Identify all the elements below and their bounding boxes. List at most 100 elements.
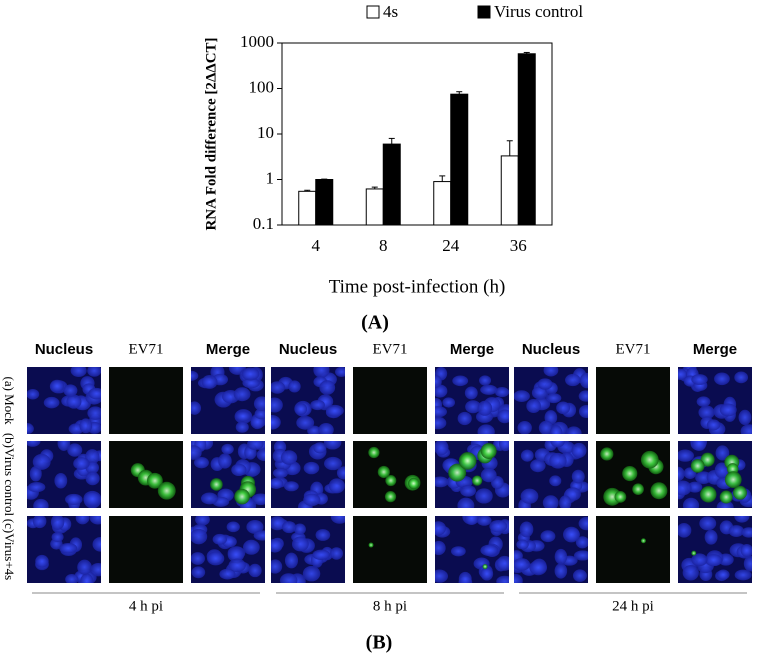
nucleus [554, 563, 568, 579]
infected-cell [385, 475, 397, 487]
nucleus [464, 386, 478, 400]
nucleus [579, 372, 588, 389]
micrograph [514, 441, 588, 508]
nucleus [272, 468, 289, 479]
nucleus [734, 371, 749, 384]
nucleus [435, 521, 446, 536]
micrograph [353, 441, 427, 508]
infected-cell [622, 465, 638, 482]
nucleus [191, 528, 208, 545]
nucleus [477, 400, 493, 416]
nucleus [514, 573, 523, 583]
nucleus [714, 372, 730, 386]
x-tick-label: 4 [312, 236, 321, 255]
row-label: (a) Mock [2, 376, 17, 425]
nucleus [283, 481, 299, 492]
nucleus [328, 478, 345, 494]
micrograph [271, 516, 345, 583]
micrograph-content [514, 367, 588, 434]
nucleus [191, 552, 205, 565]
nucleus [529, 560, 548, 576]
column-header: Merge [450, 341, 494, 358]
nucleus [242, 539, 260, 555]
nucleus [319, 380, 336, 395]
column-header: EV71 [373, 341, 408, 357]
nucleus [219, 568, 236, 580]
nucleus [704, 529, 718, 545]
nucleus [65, 573, 79, 583]
infected-cell [234, 488, 250, 505]
micrograph-content [596, 441, 670, 508]
nucleus [460, 485, 477, 497]
nucleus [464, 516, 479, 526]
nucleus [678, 466, 685, 482]
nucleus [476, 516, 492, 526]
nucleus [520, 449, 534, 462]
nucleus [80, 573, 94, 583]
nucleus [242, 377, 260, 389]
nucleus [227, 547, 245, 563]
nucleus [284, 552, 299, 569]
micrograph [678, 367, 752, 434]
nucleus [740, 424, 752, 434]
nucleus [191, 401, 202, 415]
legend-swatch [366, 5, 380, 19]
micrograph [678, 516, 752, 583]
infected-cell [377, 465, 390, 479]
nucleus [191, 370, 199, 381]
legend-swatch [477, 5, 491, 19]
bar [450, 93, 469, 226]
nucleus [682, 497, 700, 508]
nucleus [480, 384, 498, 395]
nucleus [435, 384, 448, 398]
micrograph-content [596, 516, 670, 583]
nucleus [537, 378, 553, 390]
nucleus [92, 536, 101, 552]
micrograph-content [109, 516, 183, 583]
nucleus [32, 516, 47, 529]
nucleus [235, 421, 249, 433]
nucleus [696, 396, 711, 407]
nucleus [699, 516, 717, 531]
bar [433, 181, 452, 226]
nucleus [542, 495, 559, 508]
nucleus [246, 519, 264, 534]
nucleus [526, 398, 541, 414]
nucleus [728, 525, 744, 537]
nucleus [734, 569, 752, 581]
micrograph-content [596, 367, 670, 434]
nucleus [281, 521, 297, 534]
nucleus [228, 558, 246, 573]
nucleus [271, 397, 283, 413]
nucleus [578, 390, 588, 402]
column-header: Nucleus [279, 341, 337, 358]
nucleus [191, 566, 206, 579]
x-axis-label: Time post-infection (h) [329, 276, 506, 297]
column-header: Nucleus [522, 341, 580, 358]
bar [517, 53, 536, 226]
micrograph [353, 367, 427, 434]
nucleus [497, 409, 509, 424]
micrograph [353, 516, 427, 583]
nucleus [70, 367, 87, 378]
nucleus [27, 389, 40, 400]
row-label: (c)Virus+4s [2, 519, 17, 580]
nucleus [335, 367, 345, 377]
infected-cell [632, 483, 644, 495]
legend-label: Virus control [494, 2, 583, 21]
nucleus [59, 542, 78, 554]
nucleus [57, 441, 71, 451]
micrograph-content [27, 367, 101, 434]
micrograph-content [435, 367, 509, 434]
nucleus [563, 526, 580, 543]
infected-cell [384, 491, 397, 503]
nucleus [200, 492, 218, 505]
nucleus [458, 571, 472, 583]
nucleus [678, 523, 692, 538]
infected-cell [719, 490, 733, 504]
micrograph [27, 516, 101, 583]
nucleus [248, 563, 262, 578]
nucleus [315, 529, 331, 541]
nucleus [565, 373, 581, 387]
